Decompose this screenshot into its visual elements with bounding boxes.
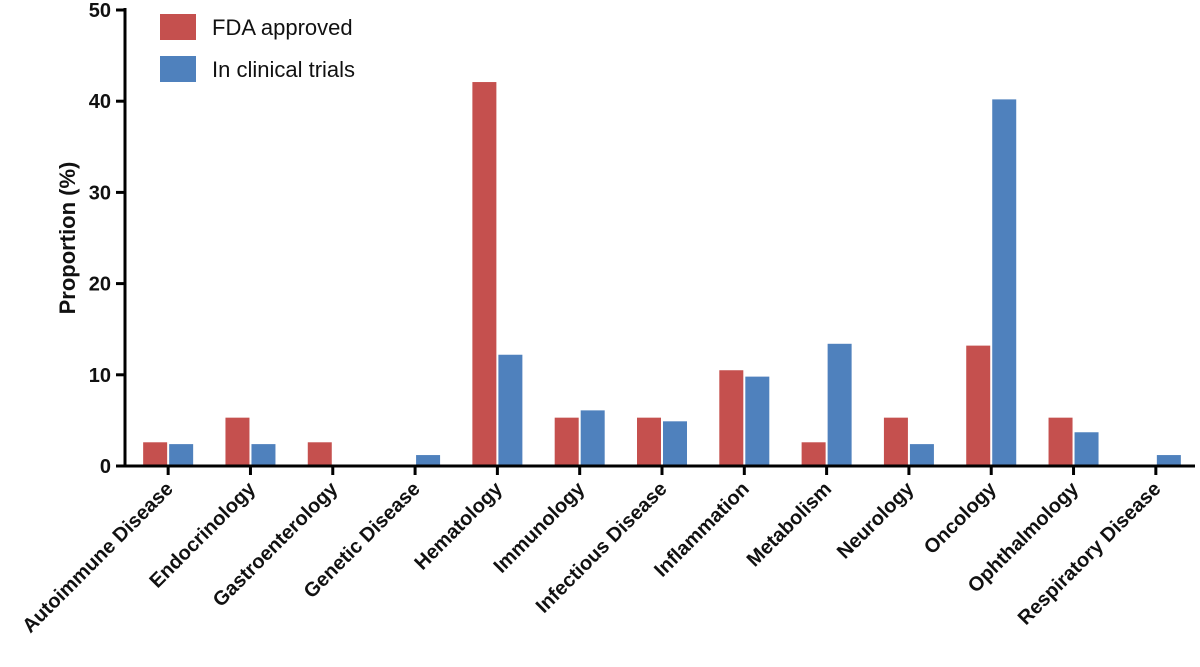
y-tick-label-10: 10 [89,365,111,387]
y-axis-title: Proportion (%) [55,162,80,315]
legend: FDA approved In clinical trials [160,14,355,82]
x-tick-label-oncology: Oncology [920,477,1001,558]
bar-in-clinical-trials-inflammation [745,376,770,466]
bar-fda-approved-neurology [883,417,908,466]
bar-in-clinical-trials-genetic-disease [416,455,441,466]
bar-in-clinical-trials-immunology [580,410,605,466]
bar-in-clinical-trials-oncology [992,99,1017,466]
legend-label-in-clinical-trials: In clinical trials [212,57,355,82]
bar-in-clinical-trials-infectious-disease [663,421,687,466]
bar-in-clinical-trials-neurology [909,444,934,466]
bar-fda-approved-gastroenterology [307,442,332,466]
legend-swatch-fda-approved [160,14,196,40]
bar-in-clinical-trials-endocrinology [251,444,276,466]
bar-fda-approved-endocrinology [225,417,250,466]
bar-in-clinical-trials-autoimmune-disease [169,444,194,466]
bar-fda-approved-metabolism [801,442,826,466]
x-tick-label-autoimmune-disease: Autoimmune Disease [18,478,177,637]
y-tick-label-0: 0 [100,456,111,478]
bar-fda-approved-oncology [966,345,991,466]
legend-swatch-in-clinical-trials [160,56,196,82]
x-tick-label-metabolism: Metabolism [743,478,836,571]
y-tick-label-30: 30 [89,182,111,204]
bar-fda-approved-hematology [472,82,497,467]
bar-in-clinical-trials-respiratory-disease [1156,455,1181,466]
x-tick-label-neurology: Neurology [833,477,919,563]
x-tick-label-respiratory-disease: Respiratory Disease [1014,478,1166,630]
y-tick-label-50: 50 [89,0,111,22]
bar-fda-approved-ophthalmology [1048,417,1073,466]
bar-fda-approved-immunology [554,417,579,466]
bar-fda-approved-autoimmune-disease [143,442,168,466]
bar-in-clinical-trials-hematology [498,354,523,466]
y-tick-label-40: 40 [89,91,111,113]
y-tick-label-20: 20 [89,274,111,296]
bars-group [143,82,1181,467]
legend-label-fda-approved: FDA approved [212,15,353,40]
bar-in-clinical-trials-ophthalmology [1074,432,1099,466]
bar-fda-approved-inflammation [719,370,744,466]
bar-fda-approved-infectious-disease [637,417,661,466]
bar-in-clinical-trials-metabolism [827,343,852,466]
